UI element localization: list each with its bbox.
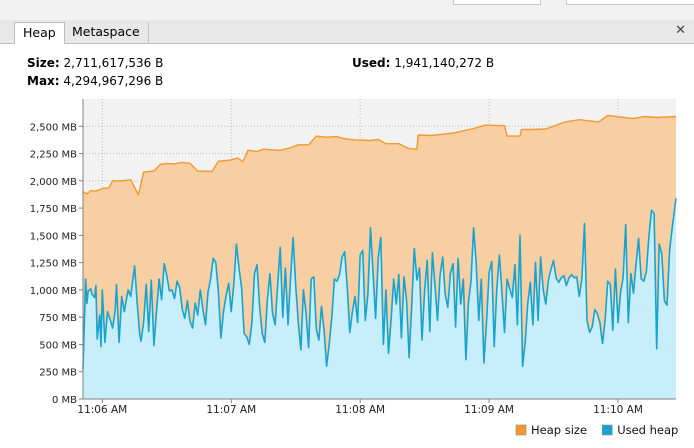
- y-tick-label: 2,500 MB: [30, 122, 77, 133]
- y-tick-label: 500 MB: [39, 340, 77, 351]
- y-tick-label: 1,250 MB: [30, 259, 77, 270]
- x-tick-label: 11:08 AM: [335, 404, 385, 416]
- y-tick-label: 1,750 MB: [30, 204, 77, 215]
- used-value: 1,941,140,272 B: [394, 56, 495, 70]
- tab-metaspace[interactable]: Metaspace: [64, 22, 149, 44]
- heap-used-stat: Used: 1,941,140,272 B: [352, 55, 494, 71]
- toolbar-button[interactable]: [566, 0, 694, 5]
- size-value: 2,711,617,536 B: [63, 56, 164, 70]
- tab-bar: Heap Metaspace ✕: [0, 20, 694, 44]
- tab-heap[interactable]: Heap: [14, 22, 65, 44]
- legend-swatch-heap-size: [515, 424, 527, 436]
- x-axis-ticks: 11:06 AM 11:07 AM 11:08 AM 11:09 AM 11:10 AM: [77, 398, 676, 416]
- y-tick-label: 750 MB: [39, 313, 77, 324]
- x-tick-label: 11:10 AM: [593, 404, 643, 416]
- y-tick-label: 1,000 MB: [30, 286, 77, 297]
- used-heap-line: [82, 198, 677, 370]
- x-tick-label: 11:06 AM: [77, 404, 127, 416]
- x-tick-label: 11:07 AM: [206, 404, 256, 416]
- toolbar-button[interactable]: [453, 0, 541, 5]
- x-tick-label: 11:09 AM: [464, 404, 514, 416]
- top-toolbar-strip: [0, 0, 694, 20]
- y-tick-label: 2,250 MB: [30, 150, 77, 161]
- max-label: Max:: [27, 74, 60, 88]
- y-tick-label: 1,500 MB: [30, 231, 77, 242]
- close-icon[interactable]: ✕: [675, 23, 686, 38]
- y-tick-label: 250 MB: [39, 368, 77, 379]
- heap-size-stat: Size: 2,711,617,536 B: [27, 55, 163, 71]
- legend: Heap size Used heap: [515, 423, 678, 437]
- used-label: Used:: [352, 56, 391, 70]
- y-tick-label: 0 MB: [52, 395, 77, 406]
- legend-label-heap-size: Heap size: [531, 423, 587, 437]
- size-label: Size:: [27, 56, 60, 70]
- max-value: 4,294,967,296 B: [63, 74, 164, 88]
- legend-swatch-used-heap: [601, 424, 613, 436]
- y-tick-label: 2,000 MB: [30, 177, 77, 188]
- legend-label-used-heap: Used heap: [617, 423, 678, 437]
- heap-size-line: [82, 114, 677, 196]
- heap-max-stat: Max: 4,294,967,296 B: [27, 73, 163, 89]
- y-axis-ticks: 0 MB 250 MB 500 MB 750 MB 1,000 MB 1,250 MB 1,…: [30, 99, 84, 406]
- used-heap-area: [83, 198, 676, 399]
- series-areas: [82, 114, 677, 400]
